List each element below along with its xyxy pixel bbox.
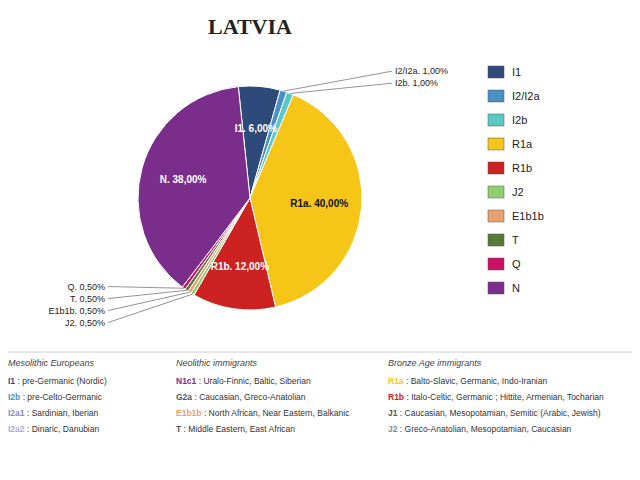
annotation-header: Neolithic immigrants [176,358,258,368]
annotation-row: J1 : Caucasian, Mesopotamian, Semitic (A… [388,408,601,418]
legend-swatch [488,162,504,174]
data-label: N. 38,00% [160,174,207,185]
annotation-row: R1b : Italo-Celtic, Germanic ; Hittite, … [388,392,604,402]
annotation-row: J2 : Greco-Anatolian, Mesopotamian, Cauc… [388,424,572,434]
annotation-row: E1b1b : North African, Near Eastern, Bal… [176,408,350,418]
leader-line [290,83,392,93]
legend-entry: Q [512,258,521,270]
annotation-text: : Italo-Celtic, Germanic ; Hittite, Arme… [404,392,604,402]
legend-entry: I2b [512,114,527,126]
annotation-text: : Uralo-Finnic, Baltic, Siberian [196,376,311,386]
legend-entry: T [512,234,519,246]
annotation-row: I2b : pre-Celto-Germanic [8,392,103,402]
annotation-key: G2a [176,392,192,402]
legend-swatch [488,210,504,222]
leader-line [108,294,192,322]
annotation-key: J1 [388,408,398,418]
annotations: Mesolithic Europeans I1 : pre-Germanic (N… [8,352,632,434]
pie [138,86,362,310]
annotation-text: : pre-Celto-Germanic [20,392,102,402]
annotation-key: N1c1 [176,376,197,386]
chart: LATVIA I1. 6,00% R1a. 40,00% R1b. 12,00% N. … [0,0,640,480]
leader-line [108,290,187,298]
annotation-key: I2a2 [8,424,25,434]
legend-entry: N [512,282,520,294]
annotation-text: : North African, Near Eastern, Balkanic [202,408,351,418]
title: LATVIA [208,14,292,39]
legend-swatch [488,234,504,246]
legend-entry: I1 [512,66,521,78]
legend-swatch [488,114,504,126]
data-labels: I1. 6,00% R1a. 40,00% R1b. 12,00% N. 38,00%… [48,66,448,327]
data-label: Q. 0,50% [67,282,105,292]
data-label: I1. 6,00% [235,123,277,134]
legend-entry: J2 [512,186,524,198]
legend-swatch [488,282,504,294]
annotation-key: J2 [388,424,398,434]
annotation-row: R1a : Balto-Slavic, Germanic, Indo-Irani… [388,376,547,386]
legend-swatch [488,138,504,150]
annotation-text: : Middle Eastern, East African [181,424,295,434]
legend-entry: R1a [512,138,533,150]
legend-swatch [488,258,504,270]
annotation-header: Mesolithic Europeans [8,358,95,368]
annotation-key: R1b [388,392,404,402]
annotation-text: : Caucasian, Greco-Anatolian [192,392,306,402]
annotation-key: E1b1b [176,408,202,418]
data-label: I2b. 1,00% [395,78,438,88]
annotation-header: Bronze Age immigrants [388,358,482,368]
legend: I1 I2/I2a I2b R1a R1b J2 E1b1b TQN [488,66,544,294]
annotation-text: : Dinaric, Danubian [25,424,100,434]
annotation-text: : Sardinian, Iberian [25,408,99,418]
legend-entry: E1b1b [512,210,544,222]
legend-swatch [488,186,504,198]
annotation-row: G2a : Caucasian, Greco-Anatolian [176,392,306,402]
data-label: R1b. 12,00% [211,261,269,272]
legend-swatch [488,90,504,102]
annotation-text: : pre-Germanic (Nordic) [15,376,107,386]
annotation-row: N1c1 : Uralo-Finnic, Baltic, Siberian [176,376,311,386]
annotation-row: I1 : pre-Germanic (Nordic) [8,376,107,386]
annotation-row: T : Middle Eastern, East African [176,424,295,434]
data-label: R1a. 40,00% [290,198,348,209]
legend-entry: I2/I2a [512,90,540,102]
data-label: E1b1b. 0,50% [48,306,105,316]
annotation-row: I2a2 : Dinaric, Danubian [8,424,99,434]
separator [8,352,632,353]
data-label: J2. 0,50% [65,318,105,328]
pie-slice [138,87,250,288]
annotation-row: I2a1 : Sardinian, Iberian [8,408,99,418]
leader-line [108,287,184,289]
legend-swatch [488,66,504,78]
annotation-text: : Caucasian, Mesopotamian, Semitic (Arab… [397,408,600,418]
leader-line [283,71,392,91]
annotation-key: I2b [8,392,20,402]
annotation-text: : Greco-Anatolian, Mesopotamian, Caucasi… [397,424,571,434]
leader-line [108,292,189,310]
data-label: T. 0,50% [70,294,105,304]
annotation-text: : Balto-Slavic, Germanic, Indo-Iranian [404,376,548,386]
annotation-key: R1a [388,376,404,386]
legend-entry: R1b [512,162,532,174]
data-label: I2/I2a. 1,00% [395,66,448,76]
annotation-key: I2a1 [8,408,25,418]
